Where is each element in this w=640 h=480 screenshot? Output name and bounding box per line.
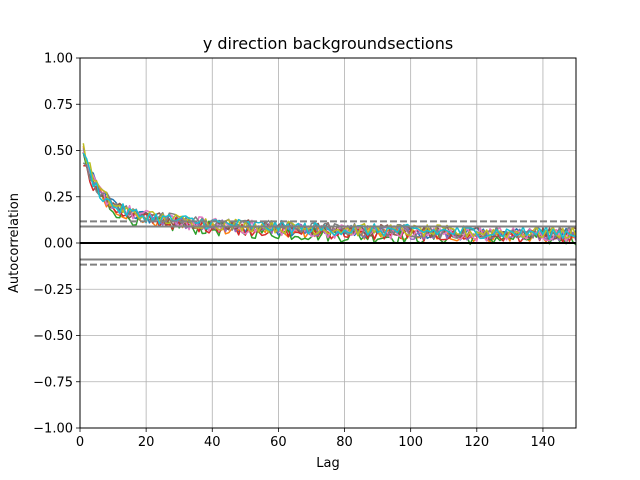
y-axis-ticks: 1.00 0.75 0.50 0.25 0.00 −0.25 −0.50 −0.75 −1.00 bbox=[33, 52, 80, 437]
y-tick-label: −0.75 bbox=[33, 375, 73, 390]
y-tick-label: 0.50 bbox=[44, 144, 73, 159]
x-tick-label: 120 bbox=[464, 435, 489, 450]
x-axis-label: Lag bbox=[316, 456, 339, 471]
reference-lines bbox=[80, 220, 576, 266]
y-tick-label: 0.00 bbox=[44, 237, 73, 252]
y-tick-label: −0.25 bbox=[33, 283, 73, 298]
series-line-10 bbox=[82, 152, 577, 240]
x-axis-ticks: 0 20 40 60 80 100 120 140 bbox=[76, 428, 555, 450]
x-tick-label: 80 bbox=[336, 435, 353, 450]
x-tick-label: 0 bbox=[76, 435, 84, 450]
y-tick-label: −0.50 bbox=[33, 329, 73, 344]
y-tick-label: 1.00 bbox=[44, 52, 73, 67]
x-tick-label: 40 bbox=[204, 435, 221, 450]
x-tick-label: 60 bbox=[270, 435, 287, 450]
x-tick-label: 20 bbox=[138, 435, 155, 450]
y-tick-label: 0.25 bbox=[44, 190, 73, 205]
x-tick-label: 140 bbox=[531, 435, 556, 450]
y-tick-label: −1.00 bbox=[33, 422, 73, 437]
y-tick-label: 0.75 bbox=[44, 98, 73, 113]
chart-title: y direction backgroundsections bbox=[203, 34, 453, 53]
y-axis-label: Autocorrelation bbox=[7, 193, 22, 293]
x-tick-label: 100 bbox=[398, 435, 423, 450]
